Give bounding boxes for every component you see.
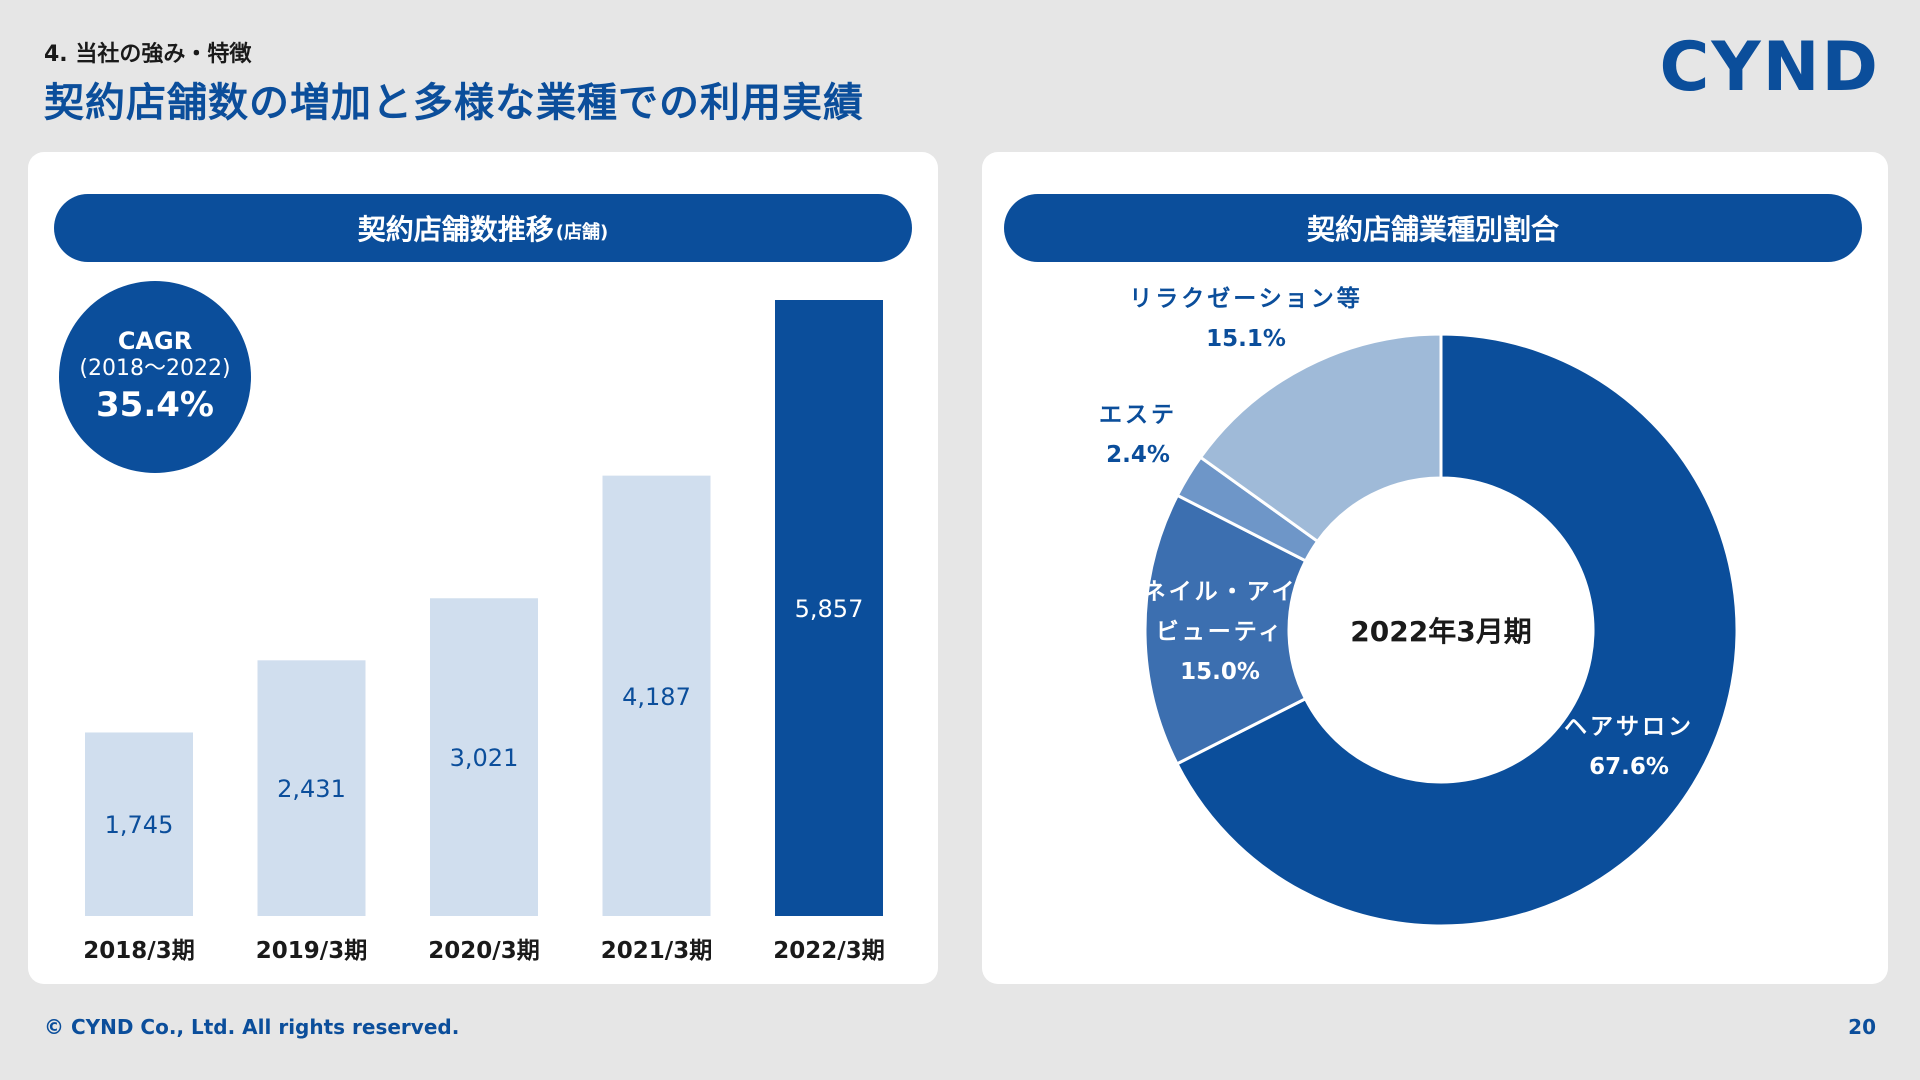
bar-0 xyxy=(85,732,193,916)
store-count-header: 契約店舗数推移 (店舗) xyxy=(54,194,912,262)
cagr-value: 35.4% xyxy=(96,385,214,425)
donut-slice-value-3: 15.1% xyxy=(1206,326,1286,352)
bar-value-label-3: 4,187 xyxy=(622,683,691,711)
cagr-period: (2018～2022) xyxy=(79,356,231,381)
donut-slice-label-2-line-0: エステ xyxy=(1099,402,1177,428)
donut-slice-label-1-line-0: ネイル・アイ xyxy=(1143,579,1298,605)
store-count-title: 契約店舗数推移 xyxy=(357,213,554,246)
donut-slice-3 xyxy=(1198,332,1443,544)
cagr-badge: CAGR (2018～2022) 35.4% xyxy=(59,281,251,473)
donut-label-group-3: リラクゼーション等 15.1% xyxy=(1129,285,1363,352)
bar-4 xyxy=(775,300,883,916)
bar-2 xyxy=(430,598,538,916)
store-count-bar-chart: 1,745 2018/3期 2,431 2019/3期 3,021 2020/3期 4,18… xyxy=(83,300,885,964)
donut-label-group-2: エステ 2.4% xyxy=(1099,402,1177,468)
donut-slice-label-1-line-1: ビューティ xyxy=(1156,619,1285,645)
bar-3 xyxy=(602,475,711,916)
cagr-label: CAGR xyxy=(117,327,193,355)
store-count-panel: 契約店舗数推移 (店舗) 1,745 2018/3期 2,431 2019/3期 3,02… xyxy=(28,152,938,984)
company-logo: CYND xyxy=(1659,28,1880,107)
store-count-unit: (店舗) xyxy=(555,222,609,243)
bar-1 xyxy=(257,660,366,916)
section-label: 4. 当社の強み・特徴 xyxy=(44,42,252,67)
donut-slice-1 xyxy=(1143,493,1308,766)
donut-slice-label-3-line-0: リラクゼーション等 xyxy=(1129,285,1363,312)
industry-share-header: 契約店舗業種別割合 xyxy=(1004,194,1862,262)
donut-label-group-0: ヘアサロン 67.6% xyxy=(1564,714,1694,780)
bar-category-label-1: 2019/3期 xyxy=(256,938,367,964)
bar-value-label-0: 1,745 xyxy=(105,811,174,839)
bar-value-label-4: 5,857 xyxy=(795,595,864,623)
page-number: 20 xyxy=(1848,1015,1876,1039)
donut-center-label: 2022年3月期 xyxy=(1350,615,1531,648)
bar-category-label-4: 2022/3期 xyxy=(773,938,884,964)
industry-share-panel: 契約店舗業種別割合 2022年3月期ヘアサロン 67.6% ネイル・アイ ビューティ 1… xyxy=(982,152,1888,984)
donut-slice-value-2: 2.4% xyxy=(1106,442,1170,468)
bar-category-label-0: 2018/3期 xyxy=(83,938,194,964)
donut-slice-label-0-line-0: ヘアサロン xyxy=(1564,714,1694,740)
bar-category-label-2: 2020/3期 xyxy=(428,938,539,964)
donut-slice-value-0: 67.6% xyxy=(1589,754,1669,780)
donut-slice-value-1: 15.0% xyxy=(1180,659,1260,685)
industry-share-title: 契約店舗業種別割合 xyxy=(1306,213,1559,246)
bar-value-label-2: 3,021 xyxy=(450,744,519,772)
bar-value-label-1: 2,431 xyxy=(277,775,346,803)
bar-category-label-3: 2021/3期 xyxy=(601,938,712,964)
page-title: 契約店舗数の増加と多様な業種での利用実績 xyxy=(44,80,864,126)
copyright-text: © CYND Co., Ltd. All rights reserved. xyxy=(44,1015,460,1039)
donut-slice-0 xyxy=(1174,332,1739,928)
